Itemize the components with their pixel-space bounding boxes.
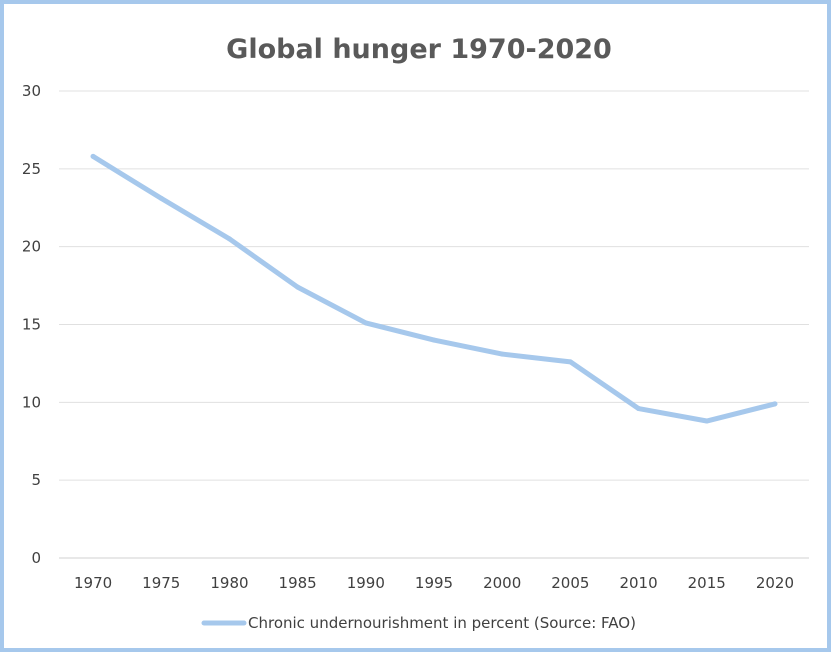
y-axis-ticks: 0 5 10 15 20 25 30 bbox=[22, 82, 41, 567]
x-tick-label: 2005 bbox=[551, 574, 589, 592]
data-point bbox=[499, 351, 505, 357]
legend-label: Chronic undernourishment in percent (Sou… bbox=[248, 614, 636, 632]
x-tick-label: 1980 bbox=[210, 574, 248, 592]
x-axis-ticks: 1970 1975 1980 1985 1990 1995 2000 2005 2010 2015… bbox=[74, 574, 794, 592]
y-tick-label: 5 bbox=[31, 471, 41, 489]
line-chart: Global hunger 1970-2020 0 5 10 15 20 25 30 197… bbox=[22, 34, 809, 632]
y-tick-label: 20 bbox=[22, 238, 41, 256]
y-tick-label: 25 bbox=[22, 160, 41, 178]
x-tick-label: 2015 bbox=[688, 574, 726, 592]
x-tick-label: 1985 bbox=[279, 574, 317, 592]
x-tick-label: 2020 bbox=[756, 574, 794, 592]
legend: Chronic undernourishment in percent (Sou… bbox=[201, 614, 636, 632]
y-tick-label: 0 bbox=[31, 549, 41, 567]
x-tick-label: 1990 bbox=[347, 574, 385, 592]
y-tick-label: 30 bbox=[22, 82, 41, 100]
gridlines bbox=[59, 90, 809, 559]
x-tick-label: 1975 bbox=[142, 574, 180, 592]
data-point bbox=[295, 284, 301, 290]
chart-title: Global hunger 1970-2020 bbox=[226, 34, 612, 65]
data-point bbox=[158, 195, 164, 201]
data-point bbox=[226, 236, 232, 242]
x-tick-label: 1995 bbox=[415, 574, 453, 592]
series-line-0 bbox=[90, 153, 778, 424]
data-point bbox=[431, 337, 437, 343]
data-point bbox=[772, 401, 778, 407]
data-point bbox=[636, 406, 642, 412]
data-point bbox=[567, 359, 573, 365]
data-point bbox=[704, 418, 710, 424]
x-tick-label: 1970 bbox=[74, 574, 112, 592]
y-tick-label: 15 bbox=[22, 316, 41, 334]
series-layer bbox=[90, 153, 778, 424]
data-point bbox=[90, 153, 96, 159]
x-tick-label: 2010 bbox=[619, 574, 657, 592]
data-point bbox=[363, 320, 369, 326]
x-tick-label: 2000 bbox=[483, 574, 521, 592]
y-tick-label: 10 bbox=[22, 393, 41, 411]
